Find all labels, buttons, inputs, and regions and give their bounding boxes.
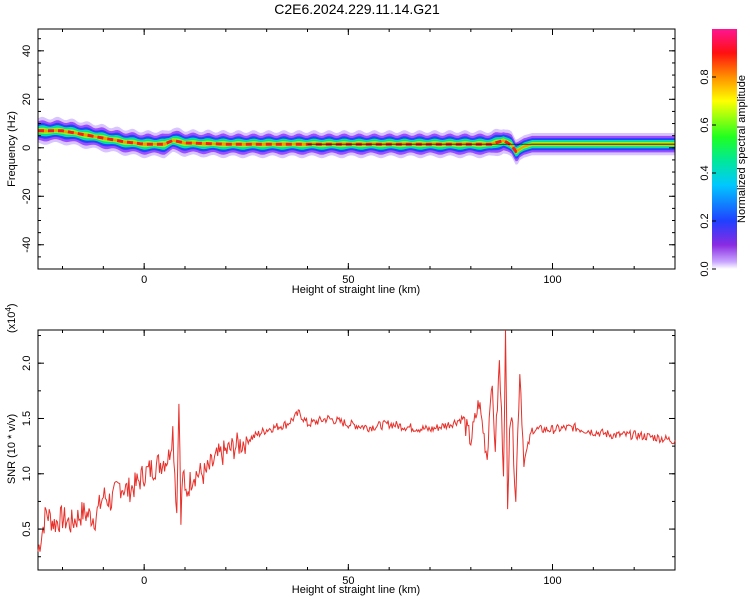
snr-y-tick-label: 1.5	[21, 411, 33, 426]
snr-series-line	[37, 330, 676, 552]
spectrogram-x-tick-label: 0	[141, 274, 147, 286]
snr-x-tick-label: 0	[141, 575, 147, 587]
colorbar-label: Normalized spectral amplitude	[736, 75, 748, 223]
spectrogram-y-tick-label: -20	[21, 188, 33, 204]
colorbar-ticks: 0.0 0.2 0.4 0.6 0.8	[699, 69, 716, 277]
spectrogram-y-tick-label: 40	[21, 45, 33, 57]
snr-scale-note: (x104)	[4, 303, 18, 333]
spectrogram-bands	[38, 116, 675, 165]
snr-y-tick-label: 1.0	[21, 466, 33, 481]
colorbar-gradient	[712, 29, 737, 269]
snr-panel: 0 50 100 0.5 1.0 1.5 2.0 Height of straight li…	[4, 303, 676, 596]
spectrogram-ticks: 0 50 100 -40 -20 0 20 40	[21, 29, 676, 286]
snr-x-tick-label: 50	[342, 575, 354, 587]
spectrogram-x-tick-label: 50	[342, 274, 354, 286]
snr-y-axis-label: SNR (10 * v/v)	[6, 414, 18, 484]
snr-x-tick-label: 100	[543, 575, 561, 587]
spectrogram-x-tick-label: 100	[543, 274, 561, 286]
snr-x-axis-label: Height of straight line (km)	[292, 584, 420, 596]
spectrogram-y-tick-label: -40	[21, 237, 33, 253]
spectrogram-band-green	[38, 127, 675, 155]
spectrogram-x-axis-label: Height of straight line (km)	[292, 284, 420, 296]
snr-y-tick-label: 0.5	[21, 521, 33, 536]
spectrogram-y-axis-label: Frequency (Hz)	[6, 111, 18, 187]
snr-frame	[37, 329, 676, 571]
snr-ticks: 0 50 100 0.5 1.0 1.5 2.0	[21, 330, 676, 587]
colorbar-tick-label: 0.4	[699, 165, 711, 180]
spectrogram-panel: 0 50 100 -40 -20 0 20 40 Height of straight lin…	[6, 28, 676, 296]
colorbar-tick-label: 0.8	[699, 69, 711, 84]
colorbar-tick-label: 0.6	[699, 117, 711, 132]
spectrogram-y-tick-label: 0	[21, 145, 33, 151]
figure-title: C2E6.2024.229.11.14.G21	[274, 1, 440, 17]
snr-y-tick-label: 2.0	[21, 356, 33, 371]
spectrogram-frame	[37, 28, 676, 270]
spectrogram-y-tick-label: 20	[21, 93, 33, 105]
snr-scale-base: (x10	[6, 312, 18, 333]
colorbar: 0.0 0.2 0.4 0.6 0.8 Normalized spectral ampl…	[699, 29, 748, 277]
colorbar-tick-label: 0.0	[699, 261, 711, 276]
colorbar-tick-label: 0.2	[699, 213, 711, 228]
snr-scale-exponent: 4	[4, 307, 13, 312]
